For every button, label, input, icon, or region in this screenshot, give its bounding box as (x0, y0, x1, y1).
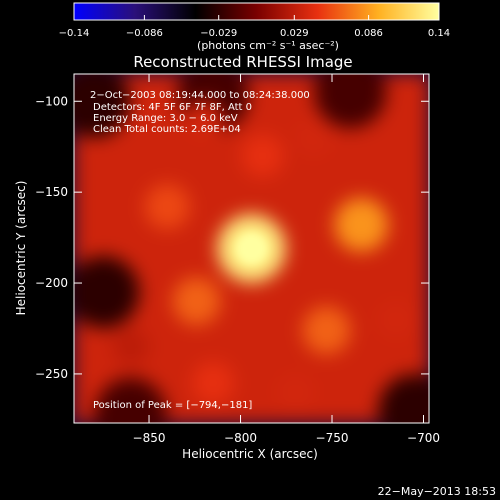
peak-source (235, 232, 268, 265)
colorbar-tick-label: 0.029 (280, 28, 309, 39)
source-blob (112, 328, 150, 365)
x-axis-label: Heliocentric X (arcsec) (182, 447, 318, 461)
colorbar (73, 2, 440, 21)
axis-ticks: −850 −800 −750 −700 −100 −150 −200 −250 (35, 74, 440, 445)
y-tick-label: −200 (35, 276, 68, 290)
source-blob (191, 361, 235, 405)
x-tick-label: −800 (224, 431, 257, 445)
y-tick-label: −150 (35, 185, 68, 199)
colorbar-units-label: (photons cm⁻² s⁻¹ asec⁻²) (197, 39, 339, 52)
plot-frame (73, 73, 430, 424)
source-blob (184, 99, 224, 140)
negative-region (74, 74, 131, 138)
negative-region (314, 74, 387, 129)
footer-timestamp: 22−May−2013 18:53 (378, 485, 496, 498)
colorbar-tick-label: −0.14 (59, 28, 90, 39)
negative-region (74, 256, 140, 329)
negative-region (94, 377, 167, 423)
peak-position-annotation: Position of Peak = [−794,−181] (93, 400, 252, 411)
source-blob (241, 134, 284, 177)
source-blob (144, 184, 190, 230)
colorbar-ticks: −0.14 −0.086 −0.029 0.029 0.086 0.14 (59, 15, 450, 39)
source-blob (302, 306, 351, 355)
x-tick-label: −750 (316, 431, 349, 445)
x-tick-label: −700 (407, 431, 440, 445)
source-blob (172, 277, 221, 326)
counts-annotation: Clean Total counts: 2.69E+04 (93, 124, 241, 135)
source-blob (334, 198, 389, 252)
time-range-annotation: 2−Oct−2003 08:19:44.000 to 08:24:38.000 (90, 90, 310, 101)
source-blob (376, 299, 416, 340)
colorbar-tick-label: −0.029 (200, 28, 237, 39)
colorbar-tick-label: 0.14 (428, 28, 450, 39)
source-blob (294, 117, 334, 158)
y-tick-label: −100 (35, 94, 68, 108)
y-tick-label: −250 (35, 367, 68, 381)
chart-title: Reconstructed RHESSI Image (133, 53, 352, 71)
colorbar-tick-label: 0.086 (354, 28, 383, 39)
energy-range-annotation: Energy Range: 3.0 − 6.0 keV (93, 113, 238, 124)
heatmap-peak-core (235, 232, 268, 265)
x-tick-label: −850 (133, 431, 166, 445)
detectors-annotation: Detectors: 4F 5F 6F 7F 8F, Att 0 (93, 102, 252, 113)
colorbar-tick-label: −0.086 (126, 28, 163, 39)
source-blob (275, 372, 316, 412)
negative-region (378, 374, 429, 423)
y-axis-label: Heliocentric Y (arcsec) (14, 181, 28, 316)
